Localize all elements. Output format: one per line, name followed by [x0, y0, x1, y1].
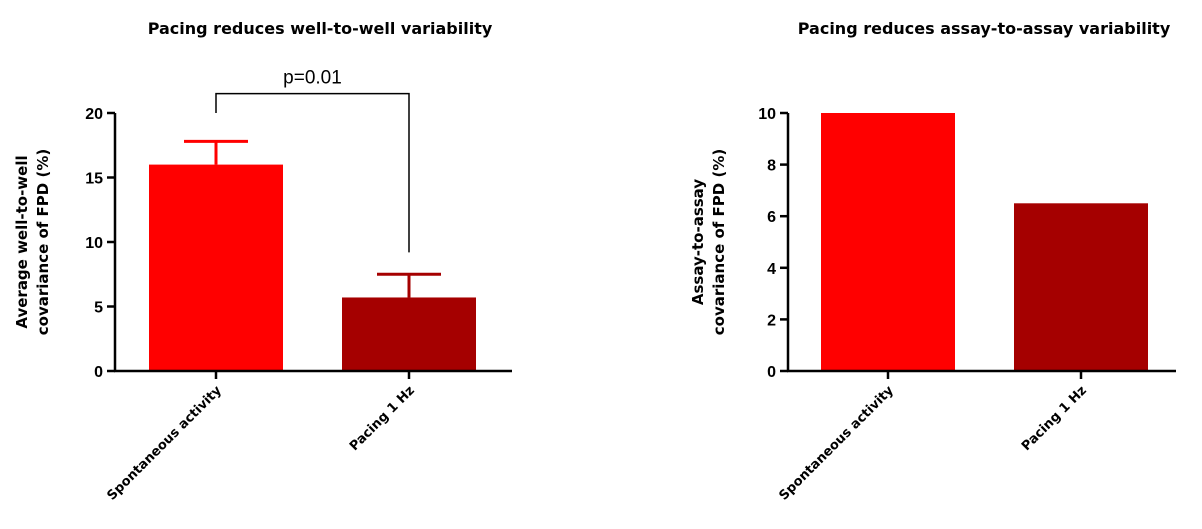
y-tick-label: 10 [758, 106, 776, 123]
significance-bracket [215, 92, 410, 253]
x-tick-label: Pacing 1 Hz [347, 383, 418, 454]
bar [1014, 203, 1148, 371]
y-tick-label: 10 [85, 235, 103, 252]
y-tick-label: 2 [767, 312, 776, 329]
y-tick-label: 0 [767, 364, 776, 381]
y-tick-label: 20 [85, 106, 103, 123]
x-tick-label: Spontaneous activity [777, 383, 898, 504]
y-tick-label: 0 [94, 364, 103, 381]
y-axis-label-line-1: Assay-to-assay [689, 179, 707, 305]
y-tick-label: 5 [94, 300, 103, 317]
y-axis-label-line-1: Average well-to-well [13, 155, 31, 328]
chart-title: Pacing reduces assay-to-assay variabilit… [798, 19, 1171, 38]
x-tick-label: Pacing 1 Hz [1019, 383, 1090, 454]
bar [149, 164, 283, 371]
y-tick-label: 4 [767, 261, 776, 278]
bar [821, 113, 955, 371]
y-axis-label-line-2: covariance of FPD (%) [34, 149, 52, 335]
x-tick-label: Spontaneous activity [105, 383, 226, 504]
y-axis-label-line-2: covariance of FPD (%) [710, 149, 728, 335]
y-tick-label: 8 [767, 158, 776, 175]
bar [342, 297, 476, 371]
chart-well-to-well: Pacing reduces well-to-well variability … [13, 19, 512, 504]
chart-title: Pacing reduces well-to-well variability [148, 19, 493, 38]
significance-label: p=0.01 [283, 68, 342, 89]
y-tick-label: 15 [85, 171, 103, 188]
chart-assay-to-assay: Pacing reduces assay-to-assay variabilit… [689, 19, 1176, 504]
y-tick-label: 6 [767, 209, 776, 226]
